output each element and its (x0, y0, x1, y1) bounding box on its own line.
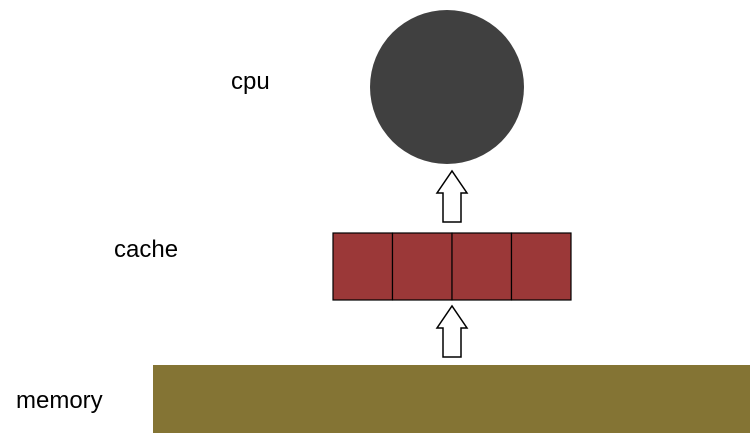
cache-block (451, 232, 513, 301)
cache-block (391, 232, 453, 301)
memory-bar (153, 365, 750, 433)
memory-label: memory (16, 387, 103, 414)
cache-blocks (332, 232, 572, 301)
arrow-cache-to-cpu (435, 169, 469, 223)
arrow-memory-to-cache (435, 304, 469, 358)
cache-label: cache (114, 236, 179, 263)
cpu-label: cpu (231, 68, 270, 95)
cache-block (332, 232, 394, 301)
cpu-circle (370, 10, 524, 164)
cache-block (510, 232, 572, 301)
